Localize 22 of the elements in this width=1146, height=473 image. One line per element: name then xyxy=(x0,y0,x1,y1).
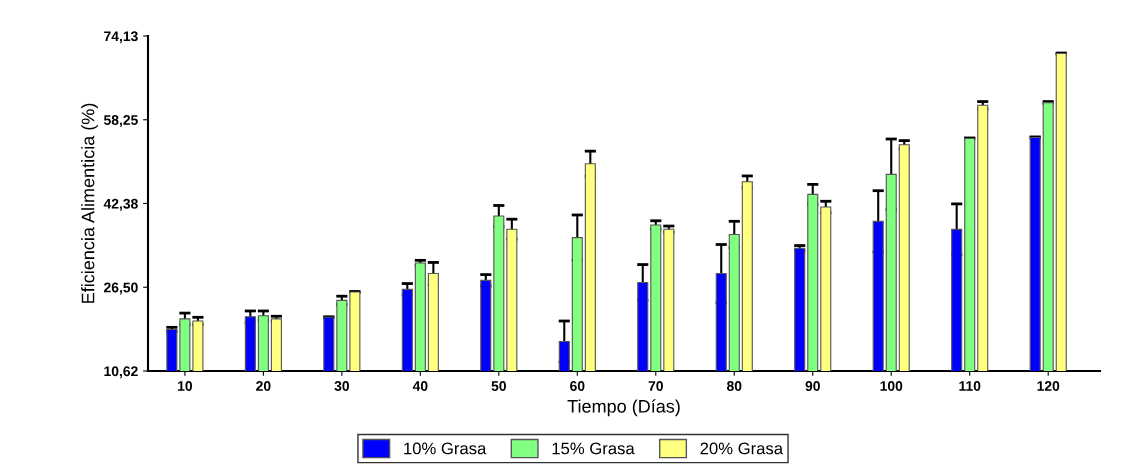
legend-label: 15% Grasa xyxy=(552,442,635,455)
x-tick-label: 50 xyxy=(491,381,506,391)
legend-label: 20% Grasa xyxy=(700,442,784,455)
x-tick-label: 100 xyxy=(880,381,903,391)
x-tick-label: 40 xyxy=(412,381,428,391)
y-tick-label: 10,62 xyxy=(104,366,138,379)
x-tick-label: 120 xyxy=(1037,381,1060,391)
y-tick-label: 26,50 xyxy=(104,282,138,295)
x-tick-label: 80 xyxy=(726,381,742,391)
y-axis-title: Eficiencia Alimenticia (%) xyxy=(81,103,98,303)
x-tick-label: 30 xyxy=(334,381,350,391)
legend-label: 10% Grasa xyxy=(404,442,487,455)
y-tick-label: 74,13 xyxy=(104,31,138,44)
x-tick-label: 110 xyxy=(959,381,981,391)
x-tick-label: 70 xyxy=(648,381,663,391)
x-axis-title: Tiempo (Días) xyxy=(567,399,680,417)
x-tick-label: 60 xyxy=(570,381,585,391)
x-tick-label: 20 xyxy=(256,381,271,391)
x-tick-label: 90 xyxy=(805,381,820,391)
y-tick-label: 42,38 xyxy=(103,198,138,211)
y-tick-label: 58,25 xyxy=(103,115,138,127)
x-tick-label: 10 xyxy=(178,381,193,391)
